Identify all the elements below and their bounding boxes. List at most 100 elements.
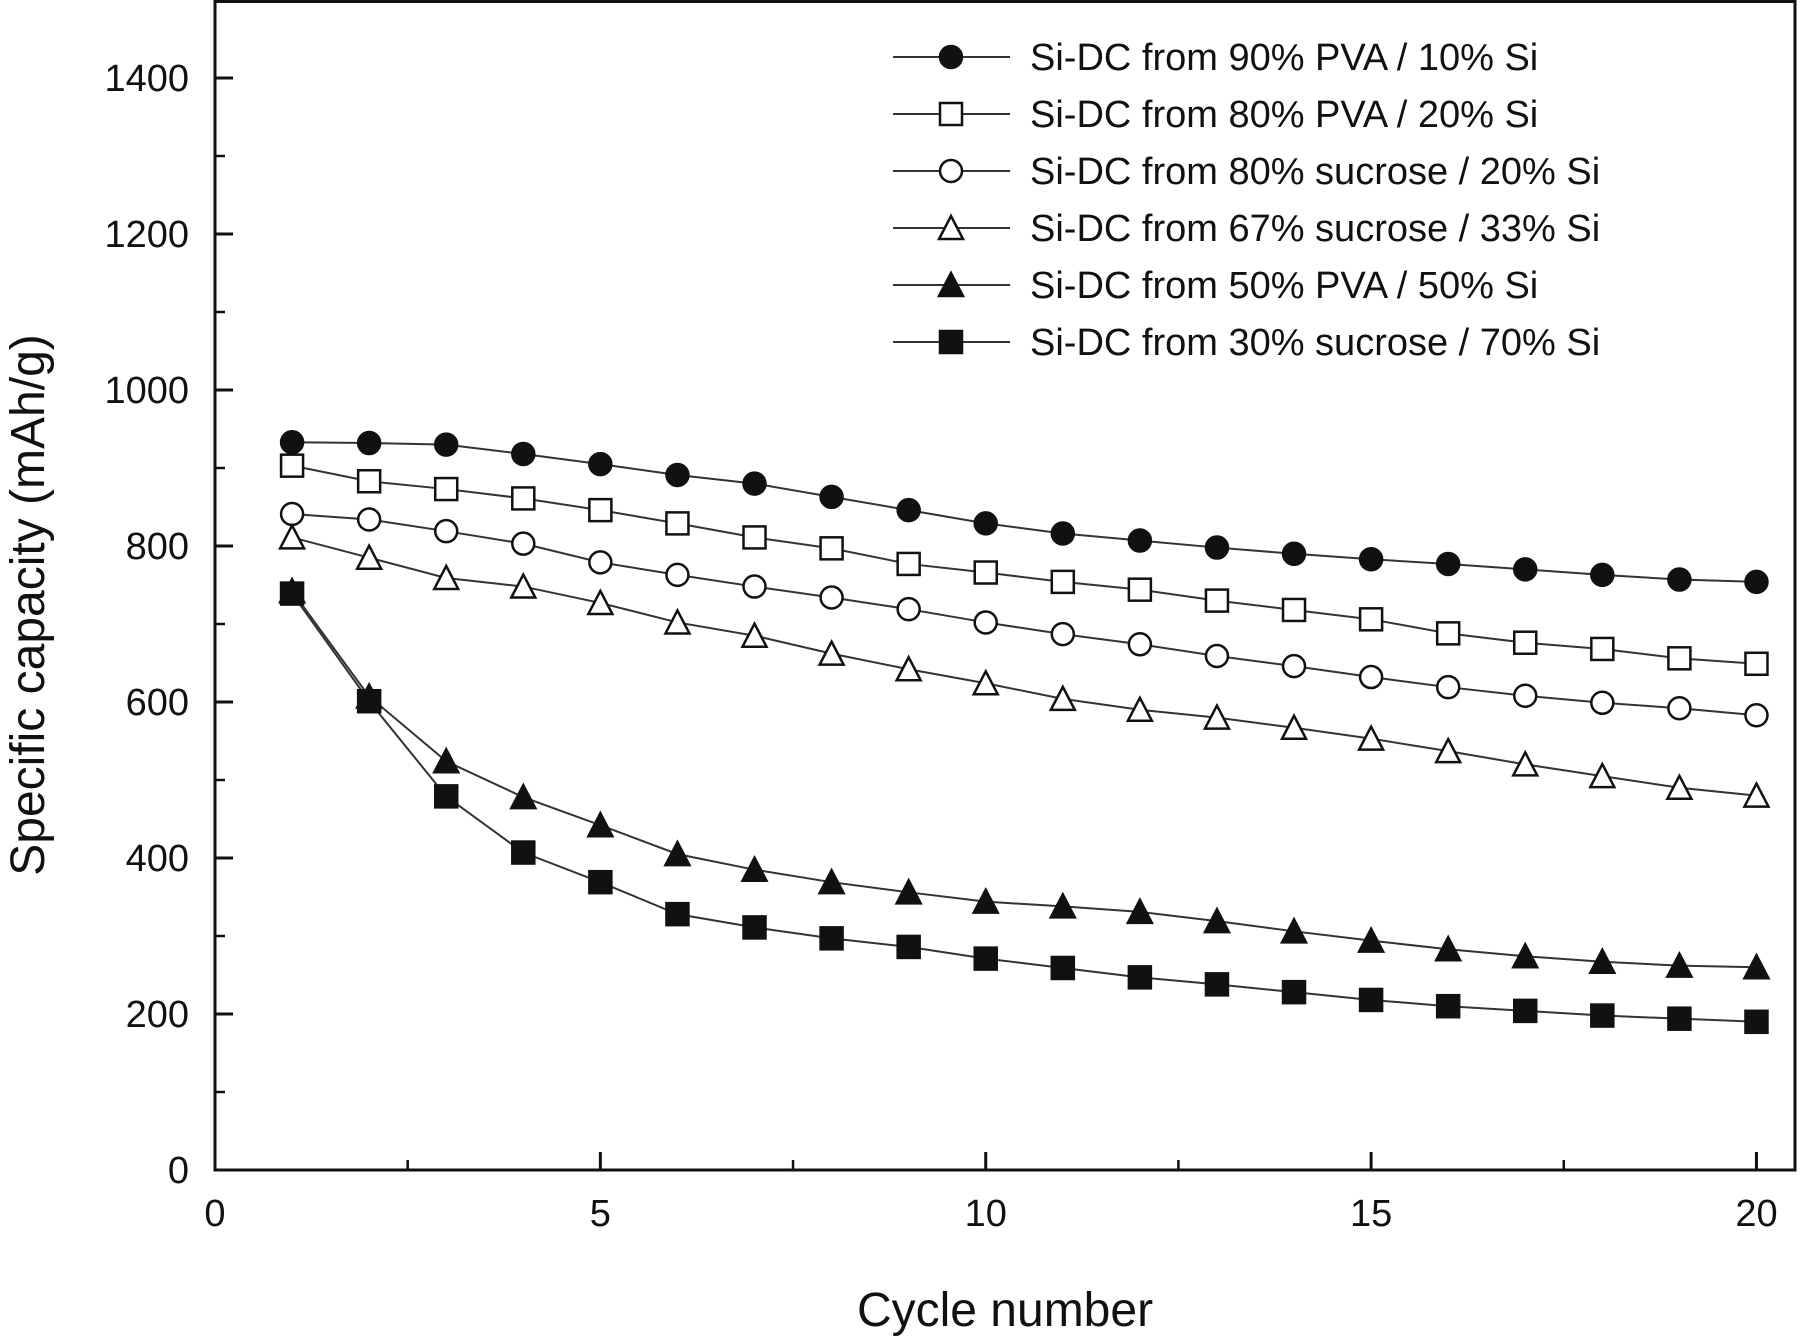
legend-entry: Si-DC from 50% PVA / 50% Si xyxy=(893,265,1538,307)
data-point xyxy=(1512,683,1538,709)
data-point xyxy=(1667,1006,1692,1031)
data-point xyxy=(973,511,998,536)
data-point xyxy=(588,451,613,477)
data-point xyxy=(1048,684,1077,712)
data-point xyxy=(433,518,459,544)
data-point xyxy=(1127,528,1153,553)
y-tick-label: 1000 xyxy=(104,370,189,412)
data-point xyxy=(894,877,923,905)
data-point xyxy=(279,581,305,606)
data-point xyxy=(1127,965,1153,990)
data-point xyxy=(817,867,846,895)
legend-entry: Si-DC from 67% sucrose / 33% Si xyxy=(893,208,1600,250)
data-point xyxy=(1281,979,1307,1005)
data-point xyxy=(1435,621,1461,646)
data-point xyxy=(742,574,767,599)
y-tick-label: 200 xyxy=(126,994,189,1036)
x-tick-label: 5 xyxy=(590,1193,611,1235)
data-point xyxy=(971,668,1000,696)
data-point xyxy=(1202,702,1232,730)
data-point xyxy=(511,840,536,865)
data-point xyxy=(511,531,536,556)
legend-marker xyxy=(938,44,964,70)
data-point xyxy=(432,746,461,774)
legend-entry: Si-DC from 80% sucrose / 20% Si xyxy=(893,151,1600,193)
data-point xyxy=(896,934,921,960)
legend-label: Si-DC from 50% PVA / 50% Si xyxy=(1030,265,1538,307)
data-point xyxy=(278,522,307,550)
data-point xyxy=(1357,925,1386,953)
data-point xyxy=(1279,916,1309,944)
data-point xyxy=(1588,761,1617,789)
data-point xyxy=(1435,993,1461,1019)
data-point xyxy=(279,501,305,527)
data-point xyxy=(665,901,690,927)
data-point xyxy=(819,484,844,510)
data-point xyxy=(1434,934,1463,962)
data-point xyxy=(1435,551,1461,577)
data-point xyxy=(1744,569,1769,595)
series-line xyxy=(291,536,1757,797)
data-point xyxy=(1358,547,1384,572)
data-point xyxy=(817,638,846,666)
data-point xyxy=(1512,557,1538,582)
y-tick-label: 600 xyxy=(126,682,189,724)
data-point xyxy=(1281,541,1307,567)
data-point xyxy=(279,453,305,478)
legend-label: Si-DC from 80% PVA / 20% Si xyxy=(1030,94,1538,136)
data-point xyxy=(1357,723,1386,751)
data-point xyxy=(356,430,382,456)
data-point xyxy=(1590,690,1615,716)
data-point xyxy=(1358,664,1384,690)
data-point xyxy=(1512,630,1538,655)
x-tick-label: 20 xyxy=(1735,1193,1777,1235)
series-line xyxy=(291,590,1757,969)
x-tick-label: 10 xyxy=(965,1193,1007,1235)
data-point xyxy=(279,430,305,455)
data-point xyxy=(355,542,384,570)
data-point xyxy=(1202,906,1232,934)
data-point xyxy=(896,596,921,622)
data-point xyxy=(511,441,536,467)
data-point xyxy=(356,469,382,494)
series-line xyxy=(291,592,1757,1023)
data-point xyxy=(356,507,382,532)
series-6 xyxy=(279,581,1769,1035)
y-tick-label: 1200 xyxy=(104,214,189,256)
data-point xyxy=(1435,674,1461,700)
legend-label: Si-DC from 67% sucrose / 33% Si xyxy=(1030,208,1600,250)
data-point xyxy=(433,476,459,502)
data-point xyxy=(511,486,536,511)
data-point xyxy=(973,946,998,971)
series-line xyxy=(292,441,1757,583)
axes: 0 200 400 600 800 1000 1200 1400 0 5 10 15 20 xyxy=(104,58,1777,1235)
y-tick-label: 400 xyxy=(126,838,189,880)
series-line xyxy=(291,464,1757,665)
data-point xyxy=(1511,749,1540,777)
x-tick-label: 0 xyxy=(204,1193,225,1235)
data-point xyxy=(1358,607,1384,632)
data-point xyxy=(663,839,692,867)
data-point xyxy=(1665,773,1694,801)
series-5 xyxy=(278,576,1771,980)
data-point xyxy=(740,854,769,882)
data-point xyxy=(742,471,767,496)
series-1 xyxy=(279,430,1769,595)
legend-entry: Si-DC from 90% PVA / 10% Si xyxy=(893,37,1538,79)
legend-entry: Si-DC from 30% sucrose / 70% Si xyxy=(893,322,1600,364)
data-point xyxy=(588,497,613,523)
data-point xyxy=(973,560,998,585)
data-point xyxy=(1127,577,1153,602)
series-line xyxy=(292,513,1757,717)
data-point xyxy=(1744,703,1769,728)
data-point xyxy=(509,782,538,810)
data-point xyxy=(1050,621,1076,647)
data-point xyxy=(1204,972,1230,997)
data-point xyxy=(433,432,459,457)
legend-marker xyxy=(936,270,966,298)
data-point xyxy=(356,688,382,714)
data-point xyxy=(1588,947,1617,974)
data-point xyxy=(1744,1009,1769,1035)
data-point xyxy=(1667,567,1692,592)
